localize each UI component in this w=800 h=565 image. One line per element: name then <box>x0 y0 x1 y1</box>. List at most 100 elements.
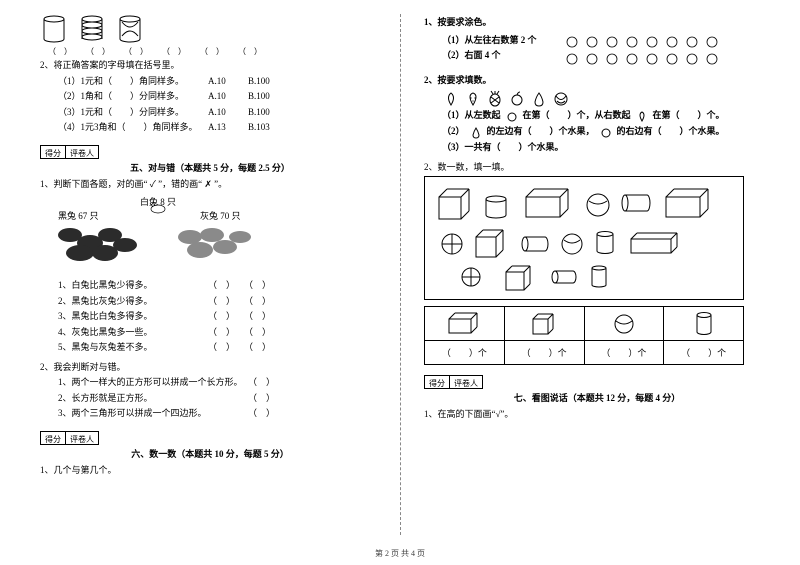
cylinder-paren-row: （ ） （ ） （ ） （ ） （ ） （ ） <box>48 46 380 57</box>
fruit-row <box>424 89 770 107</box>
cylinder-row <box>40 14 380 44</box>
mc-opt-a[interactable]: A.10 <box>208 90 248 104</box>
mc-opt-b[interactable]: B.100 <box>248 90 288 104</box>
tf-paren[interactable]: （ ） <box>208 310 244 324</box>
tf-stem: 3、两个三角形可以拼成一个四边形。 <box>58 407 248 421</box>
score-box-6: 得分 评卷人 <box>40 431 380 445</box>
tf-stem: 4、灰兔比黑兔多一些。 <box>58 326 208 340</box>
tf-paren[interactable]: （ ） <box>248 392 284 406</box>
tf-row: 5、黑兔与灰兔差不多。（ ）（ ） <box>58 341 380 355</box>
black-rabbit-label: 黑兔 67 只 <box>58 209 99 222</box>
text: 在第（ ）个，从右数起 <box>523 109 631 123</box>
tf-stem: 3、黑兔比白兔多得多。 <box>58 310 208 324</box>
mc-stem: （4）1元3角和（ ）角同样多。 <box>58 121 208 135</box>
r-q1-title: 1、按要求涂色。 <box>424 16 770 30</box>
pear-small-icon <box>469 125 483 139</box>
left-column: （ ） （ ） （ ） （ ） （ ） （ ） 2、将正确答案的字母填在括号里。… <box>0 0 400 565</box>
mc-row: （1）1元和（ ）角同样多。 A.10 B.100 <box>58 75 380 89</box>
r-q2-c: （3）一共有（ ）个水果。 <box>424 141 770 155</box>
mc-opt-a[interactable]: A.10 <box>208 106 248 120</box>
tf-row: 2、长方形就是正方形。（ ） <box>58 392 380 406</box>
score-label: 得分 <box>40 431 66 445</box>
table-cube-icon <box>504 307 584 341</box>
sec6-q1: 1、几个与第几个。 <box>40 464 380 478</box>
section-7-title: 七、看图说话（本题共 12 分，每题 4 分） <box>424 391 770 404</box>
grey-rabbit-label: 灰兔 70 只 <box>200 209 241 222</box>
score-label: 得分 <box>424 375 450 389</box>
mc-opt-a[interactable]: A.10 <box>208 75 248 89</box>
q2-stem: 2、将正确答案的字母填在括号里。 <box>40 59 380 73</box>
mc-opt-b[interactable]: B.100 <box>248 106 288 120</box>
grader-label: 评卷人 <box>65 431 99 445</box>
right-column: 1、按要求涂色。 （1）从左往右数第 2 个 （2）右面 4 个 2、按要求填数… <box>400 0 800 565</box>
shapes-collection-icon <box>431 183 737 293</box>
table-fill[interactable]: （ ）个 <box>664 341 744 365</box>
r-q3-title: 2、数一数，填一填。 <box>424 161 770 175</box>
mc-stem: （3）1元和（ ）分同样多。 <box>58 106 208 120</box>
strawberry-small-icon <box>635 109 649 123</box>
table-fill[interactable]: （ ）个 <box>584 341 664 365</box>
tf-row: 3、两个三角形可以拼成一个四边形。（ ） <box>58 407 380 421</box>
text: （1）从左数起 <box>442 109 501 123</box>
score-box-7: 得分 评卷人 <box>424 375 770 389</box>
apples-icon <box>564 32 734 66</box>
tf-paren[interactable]: （ ） <box>208 279 244 293</box>
cylinder-1-icon <box>40 14 68 44</box>
tf-row: 4、灰兔比黑兔多一些。（ ）（ ） <box>58 326 380 340</box>
apple-small-icon <box>599 125 613 139</box>
tf-stem: 1、白兔比黑兔少得多。 <box>58 279 208 293</box>
mc-row: （3）1元和（ ）分同样多。 A.10 B.100 <box>58 106 380 120</box>
peach-icon <box>442 89 460 107</box>
rabbit-illustration: 白兔 8 只 黑兔 67 只 灰兔 70 只 <box>40 195 270 275</box>
paren[interactable]: （ ） <box>238 46 262 57</box>
mc-opt-a[interactable]: A.13 <box>208 121 248 135</box>
section-5-title: 五、对与错（本题共 5 分，每题 2.5 分） <box>40 161 380 174</box>
cylinder-3-icon <box>116 14 144 44</box>
table-sphere-icon <box>584 307 664 341</box>
shape-count-table: （ ）个 （ ）个 （ ）个 （ ）个 <box>424 306 744 365</box>
pineapple-icon <box>486 89 504 107</box>
table-fill[interactable]: （ ）个 <box>425 341 505 365</box>
mc-opt-b[interactable]: B.103 <box>248 121 288 135</box>
table-cuboid-icon <box>425 307 505 341</box>
paren[interactable]: （ ） <box>200 46 224 57</box>
r-q1-a: （1）从左往右数第 2 个 <box>424 34 564 48</box>
r-q2-title: 2、按要求填数。 <box>424 74 770 88</box>
table-fill[interactable]: （ ）个 <box>504 341 584 365</box>
mc-row: （2）1角和（ ）分同样多。 A.10 B.100 <box>58 90 380 104</box>
tf-paren[interactable]: （ ） <box>244 326 280 340</box>
tf2-block: 1、两个一样大的正方形可以拼成一个长方形。（ ） 2、长方形就是正方形。（ ） … <box>40 376 380 421</box>
tf-paren[interactable]: （ ） <box>244 279 280 293</box>
mc-stem: （2）1角和（ ）分同样多。 <box>58 90 208 104</box>
paren[interactable]: （ ） <box>86 46 110 57</box>
grader-label: 评卷人 <box>449 375 483 389</box>
text: 的左边有（ ）个水果， <box>487 125 595 139</box>
apple-small-icon <box>505 109 519 123</box>
score-label: 得分 <box>40 145 66 159</box>
paren[interactable]: （ ） <box>162 46 186 57</box>
mc-opt-b[interactable]: B.100 <box>248 75 288 89</box>
tf-paren[interactable]: （ ） <box>208 341 244 355</box>
tf-paren[interactable]: （ ） <box>208 326 244 340</box>
q2-rows: （1）1元和（ ）角同样多。 A.10 B.100 （2）1角和（ ）分同样多。… <box>40 75 380 135</box>
tf-paren[interactable]: （ ） <box>208 295 244 309</box>
watermelon-icon <box>552 89 570 107</box>
mc-row: （4）1元3角和（ ）角同样多。 A.13 B.103 <box>58 121 380 135</box>
table-cylinder-icon <box>664 307 744 341</box>
tf-paren[interactable]: （ ） <box>244 295 280 309</box>
mc-stem: （1）1元和（ ）角同样多。 <box>58 75 208 89</box>
tf-paren[interactable]: （ ） <box>244 310 280 324</box>
cylinder-2-icon <box>78 14 106 44</box>
white-rabbit-label: 白兔 8 只 <box>140 195 176 208</box>
score-box-5: 得分 评卷人 <box>40 145 380 159</box>
paren[interactable]: （ ） <box>48 46 72 57</box>
page-footer: 第 2 页 共 4 页 <box>0 548 800 559</box>
tf1-block: 1、白兔比黑兔少得多。（ ）（ ） 2、黑兔比灰兔少得多。（ ）（ ） 3、黑兔… <box>40 279 380 355</box>
apple-icon <box>508 89 526 107</box>
shapes-box <box>424 176 744 300</box>
tf-paren[interactable]: （ ） <box>248 407 284 421</box>
tf-row: 2、黑兔比灰兔少得多。（ ）（ ） <box>58 295 380 309</box>
tf-paren[interactable]: （ ） <box>248 376 284 390</box>
paren[interactable]: （ ） <box>124 46 148 57</box>
tf-paren[interactable]: （ ） <box>244 341 280 355</box>
